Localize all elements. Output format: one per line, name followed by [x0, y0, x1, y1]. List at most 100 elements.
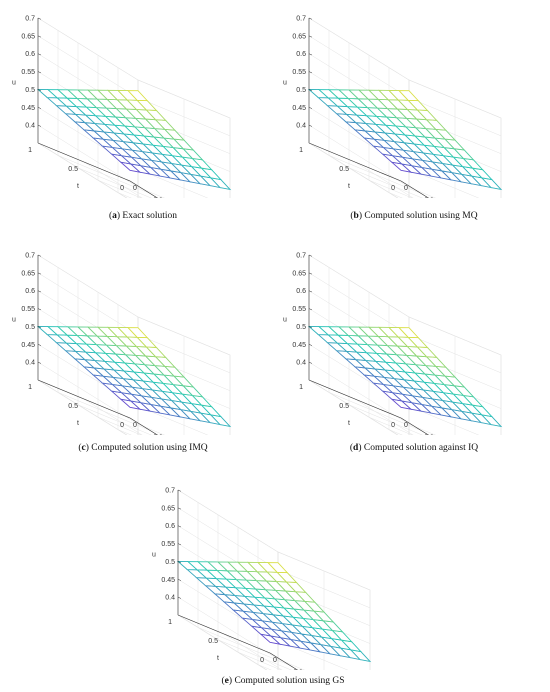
z-tick — [308, 71, 313, 74]
x-axis — [400, 180, 429, 198]
x-tick-label: 0 — [133, 185, 137, 192]
z-axis-label: u — [152, 552, 156, 559]
z-tick-label: 0.7 — [296, 253, 306, 260]
z-tick-label: 0.7 — [25, 253, 35, 260]
z-tick — [308, 89, 313, 91]
z-tick-label: 0.5 — [25, 324, 35, 331]
z-tick-label: 0.65 — [21, 33, 35, 40]
t-gridline — [129, 118, 231, 198]
surface-cell — [266, 562, 289, 574]
z-tick — [37, 71, 42, 74]
surface-mesh — [307, 88, 503, 191]
t-tick-label: 1 — [28, 384, 32, 391]
surface-cell — [397, 90, 420, 102]
subfigure-a: 0.40.450.50.550.60.650.700.5100.20.40.60… — [8, 8, 278, 221]
z-tick-label: 0.7 — [25, 16, 35, 23]
z-tick — [177, 489, 182, 492]
subfigure-d: 0.40.450.50.550.60.650.700.5100.20.40.60… — [279, 245, 549, 453]
z-tick — [177, 525, 182, 528]
z-tick — [37, 35, 42, 38]
surface-plot-a: 0.40.450.50.550.60.650.700.5100.20.40.60… — [12, 16, 232, 198]
t-tick-label: 0 — [391, 185, 395, 192]
z-tick — [177, 507, 182, 510]
z-tick — [37, 272, 42, 275]
x-tick-label: 0 — [133, 422, 137, 429]
surface-mesh — [36, 88, 232, 191]
caption-e: (e) Computed solution using GS — [221, 676, 345, 686]
x-tick-label: 0.2 — [424, 197, 434, 198]
z-tick — [308, 107, 313, 109]
z-tick — [177, 561, 182, 563]
z-tick — [37, 17, 42, 20]
surface-plot-b: 0.40.450.50.550.60.650.700.5100.20.40.60… — [283, 16, 503, 198]
t-tick-label: 0 — [391, 422, 395, 429]
z-tick — [308, 308, 313, 311]
z-tick-label: 0.45 — [292, 105, 306, 112]
z-tick — [37, 361, 42, 364]
t-gridline — [269, 590, 371, 670]
z-tick — [308, 53, 313, 56]
t-tick-label: 0.5 — [339, 403, 349, 410]
x-tick-label: 0 — [404, 185, 408, 192]
z-tick — [177, 596, 182, 599]
t-axis — [37, 379, 131, 419]
z-tick — [37, 107, 42, 109]
z-tick-label: 0.4 — [25, 360, 35, 367]
t-gridline — [400, 118, 502, 198]
caption-b: (b) Computed solution using MQ — [350, 211, 478, 221]
x-axis — [269, 652, 298, 670]
surface-cell — [126, 327, 149, 339]
subfigure-e: 0.40.450.50.550.60.650.700.5100.20.40.60… — [148, 480, 418, 686]
z-tick — [37, 308, 42, 311]
z-tick-label: 0.45 — [21, 105, 35, 112]
t-axis-label: t — [77, 420, 79, 427]
caption-a: (a) Exact solution — [108, 211, 178, 221]
z-tick — [37, 124, 42, 127]
z-tick-label: 0.6 — [296, 288, 306, 295]
z-tick — [177, 543, 182, 546]
z-tick-label: 0.4 — [296, 123, 306, 130]
x-tick-label: 0.2 — [424, 434, 434, 435]
t-tick-label: 1 — [299, 147, 303, 154]
z-tick — [308, 35, 313, 38]
t-axis-label: t — [348, 420, 350, 427]
z-axis-label: u — [283, 80, 287, 87]
z-tick-label: 0.55 — [292, 306, 306, 313]
x-tick-label: 0.2 — [153, 197, 163, 198]
surface-plot-d: 0.40.450.50.550.60.650.700.5100.20.40.60… — [283, 253, 503, 435]
t-axis-label: t — [348, 183, 350, 190]
z-tick — [308, 17, 313, 20]
z-tick — [37, 290, 42, 293]
subfigure-b: 0.40.450.50.550.60.650.700.5100.20.40.60… — [279, 8, 549, 221]
surface-mesh — [176, 560, 372, 663]
surface-mesh — [307, 325, 503, 428]
z-tick — [177, 579, 182, 581]
surface-plot-e: 0.40.450.50.550.60.650.700.5100.20.40.60… — [152, 488, 372, 670]
x-axis — [129, 180, 158, 198]
z-tick — [308, 361, 313, 364]
z-tick-label: 0.65 — [21, 270, 35, 277]
z-tick-label: 0.55 — [292, 69, 306, 76]
caption-d: (d) Computed solution against IQ — [349, 443, 479, 453]
x-tick-label: 0 — [404, 422, 408, 429]
z-tick-label: 0.5 — [296, 324, 306, 331]
t-tick-label: 0.5 — [339, 166, 349, 173]
surface-cell — [397, 327, 420, 339]
z-tick-label: 0.55 — [161, 541, 175, 548]
z-tick-label: 0.6 — [296, 51, 306, 58]
t-gridline — [129, 355, 231, 435]
z-tick-label: 0.4 — [165, 595, 175, 602]
z-tick — [308, 290, 313, 293]
t-axis — [308, 142, 402, 182]
z-tick — [308, 272, 313, 275]
z-tick-label: 0.5 — [296, 87, 306, 94]
z-tick — [37, 89, 42, 91]
z-tick-label: 0.5 — [165, 559, 175, 566]
z-tick-label: 0.45 — [161, 577, 175, 584]
z-axis-label: u — [12, 317, 16, 324]
t-tick-label: 1 — [299, 384, 303, 391]
surface-cell — [126, 90, 149, 102]
z-tick — [37, 344, 42, 346]
z-tick-label: 0.45 — [292, 342, 306, 349]
z-tick-label: 0.4 — [25, 123, 35, 130]
